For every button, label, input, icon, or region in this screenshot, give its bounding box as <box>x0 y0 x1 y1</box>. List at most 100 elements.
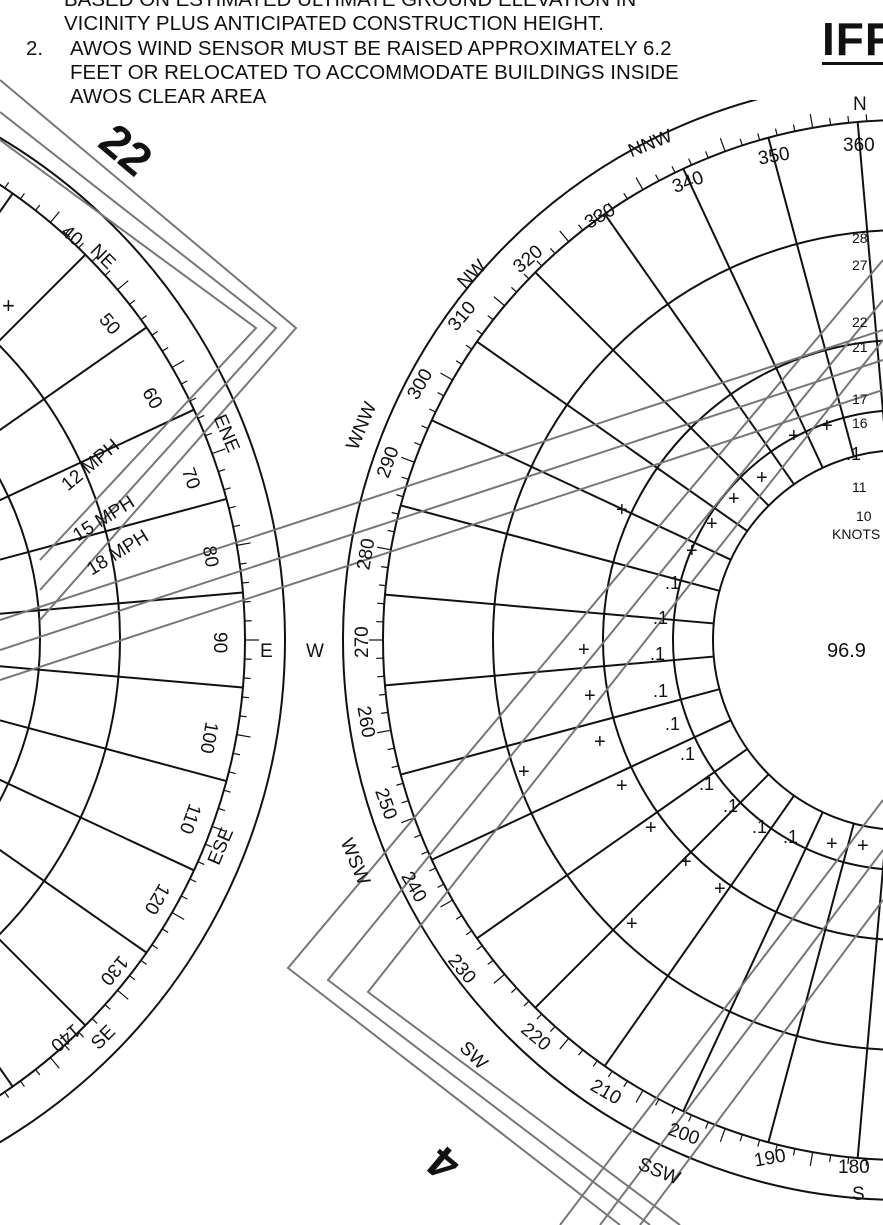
left-rose-degree-tick <box>129 975 136 981</box>
left-rose-spoke <box>0 497 227 561</box>
right-rose-degree-tick <box>391 511 399 515</box>
right-cell-value-4: .1 <box>650 644 665 664</box>
clear-area-boundary-right-outer <box>286 259 883 1225</box>
right-cell-value-10: .1 <box>752 817 767 837</box>
left-rose-degree-tick <box>4 1091 10 1098</box>
right-rose-degree-tick <box>493 973 506 984</box>
right-ring-label-22: 22 <box>852 314 868 330</box>
right-compass-nnw: NNW <box>625 126 675 162</box>
right-rose-degree-tick <box>465 344 473 350</box>
clear-area-boundary-right-inner <box>366 339 883 1225</box>
left-rose-degree-tick <box>232 524 241 528</box>
right-rose-degree-tick <box>465 930 473 936</box>
right-cell-plus-markers: + + + + + + + + + + + + + + + + + + <box>518 415 869 935</box>
left-rose-degree-tick <box>117 280 129 291</box>
cell-plus-marker: + <box>616 499 628 521</box>
right-rose-spoke <box>476 340 748 532</box>
right-rose-degree-tick <box>377 729 392 734</box>
left-rose-degree-tick <box>161 346 169 352</box>
right-degree-360: 360 <box>843 135 875 156</box>
left-rose-degree-tick <box>49 211 60 223</box>
right-rose-degree-tick <box>400 456 415 463</box>
right-rose-degree-tick <box>607 202 613 210</box>
left-rose-spoke <box>0 848 148 954</box>
right-rose-degree-tick <box>396 494 404 498</box>
right-rose-degree-tick <box>476 329 483 335</box>
right-cell-value-2: .1 <box>665 573 680 593</box>
right-rose-ring-28 <box>492 229 883 1051</box>
left-rose-degree-tick <box>4 182 10 189</box>
right-rose-spoke <box>384 655 714 687</box>
left-rose-spoke <box>0 408 195 502</box>
left-rose-degree-tick <box>205 843 213 848</box>
right-degree-330: 330 <box>581 199 619 233</box>
right-compass-wnw: WNW <box>343 399 382 453</box>
right-rose-degree-tick <box>578 224 584 231</box>
runway-sector-line-1 <box>0 329 883 621</box>
cell-plus-marker: + <box>616 775 628 797</box>
left-degree-40: 40 <box>57 221 87 251</box>
cell-plus-marker: + <box>826 833 838 855</box>
left-rose-spoke <box>0 719 227 783</box>
left-rose-degree-tick <box>64 229 70 236</box>
left-compass-se: SE <box>87 1021 120 1054</box>
right-rose-degree-tick <box>623 1080 628 1088</box>
right-rose-degree-tick <box>400 817 415 824</box>
right-rose-degree-tick <box>455 360 463 365</box>
right-rose-degree-tick <box>757 133 761 141</box>
right-rose-degree-tick <box>414 834 422 838</box>
right-ring-label-28: 28 <box>852 230 868 246</box>
header-underline <box>822 62 883 65</box>
left-rose-spoke <box>0 778 195 872</box>
left-rose-degree-tick <box>104 1004 111 1010</box>
right-rose-degree-tick <box>635 177 644 190</box>
right-rose-degree-tick <box>792 1148 796 1156</box>
cell-plus-marker: + <box>756 467 768 489</box>
right-cell-value-11: .1 <box>783 827 798 847</box>
right-rose-degree-tick <box>655 174 660 182</box>
left-degree-60: 60 <box>137 384 166 413</box>
right-rose-degree-tick <box>536 1013 543 1020</box>
left-degree-140: 140 <box>46 1019 84 1055</box>
right-rose-degree-tick <box>559 1037 570 1050</box>
note-line-3: AWOS WIND SENSOR MUST BE RAISED APPROXIM… <box>70 37 672 60</box>
right-degree-240: 240 <box>396 868 430 906</box>
right-rose-degree-tick <box>437 883 445 888</box>
right-degree-270: 270 <box>352 626 373 658</box>
right-degree-180: 180 <box>838 1157 870 1178</box>
right-rose-degree-tick <box>429 408 436 413</box>
right-rose-degree-tick <box>671 166 676 173</box>
left-rose-degree-tick <box>232 752 241 756</box>
left-rose-degree-tick <box>223 487 231 491</box>
right-degree-210: 210 <box>587 1075 625 1109</box>
runway-sector-line-6 <box>639 899 883 1225</box>
right-rose-spoke <box>431 719 732 861</box>
right-rose-degree-tick <box>792 124 796 132</box>
cell-plus-marker: + <box>584 685 596 707</box>
cell-plus-marker: + <box>686 540 698 562</box>
left-rose-degree-tick <box>129 299 136 305</box>
cell-plus-marker: + <box>706 513 718 535</box>
right-rose-spoke <box>384 593 714 625</box>
right-rose-degree-tick <box>401 476 409 480</box>
note-line-5: AWOS CLEAR AREA <box>70 85 267 108</box>
left-rose-degree-tick <box>171 359 185 369</box>
right-ring-label-27: 27 <box>852 257 868 273</box>
left-rose-degree-tick <box>35 204 41 211</box>
right-rose-degree-tick <box>437 392 445 397</box>
right-degree-320: 320 <box>509 241 547 277</box>
right-rose-degree-tick <box>655 1098 660 1106</box>
clear-area-boundary-left-outer <box>0 79 298 621</box>
left-rose-degree-tick <box>228 771 236 775</box>
runway-clear-area-lines <box>0 79 883 1225</box>
note-line-1: BASED ON ESTIMATED ULTIMATE GROUND ELEVA… <box>64 0 636 12</box>
left-rose-degree-tick <box>211 825 226 832</box>
right-rose-degree-tick <box>381 566 389 569</box>
right-rose-degree-tick <box>774 128 778 136</box>
left-rose-degree-tick <box>223 789 231 793</box>
header-title-fragment: IFF <box>822 13 883 65</box>
left-rose-degree-tick <box>180 380 188 385</box>
right-rose-degree-tick <box>809 114 814 129</box>
right-rose-degree-tick <box>688 158 693 166</box>
